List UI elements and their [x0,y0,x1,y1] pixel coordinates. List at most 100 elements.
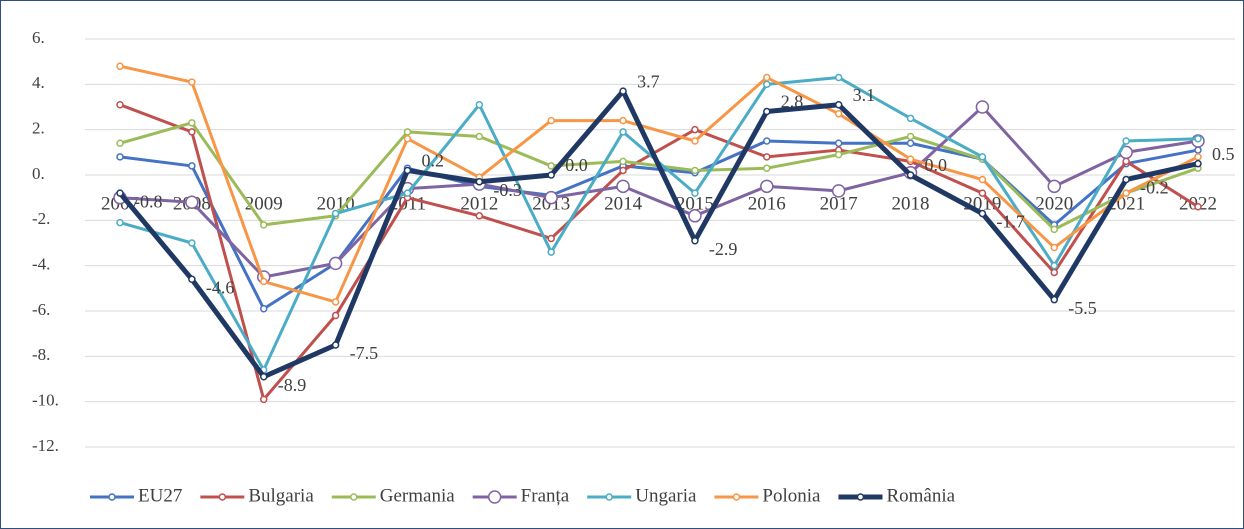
point-marker [906,139,915,148]
point-marker [1122,189,1130,197]
point-marker [906,171,915,179]
point-marker [1194,134,1202,143]
legend-marker [108,493,116,501]
point-marker [978,153,987,161]
data-label: -4.6 [206,277,235,297]
x-tick-label: 2017 [820,193,858,214]
point-marker [834,139,843,148]
point-marker [978,189,987,197]
point-marker [763,164,771,172]
point-marker [1194,153,1202,161]
x-tick-label: 2016 [748,193,786,214]
series-line [119,64,1199,304]
data-label: -1.7 [996,212,1025,232]
point-marker [691,236,699,245]
point-marker [1194,202,1202,211]
point-marker [1050,243,1059,252]
legend-marker [856,493,865,501]
point-marker [831,184,846,198]
point-marker [331,209,340,218]
point-marker [619,166,627,175]
data-label: -0.8 [134,191,163,211]
y-tick-label: -6. [32,300,50,319]
point-marker [328,256,343,271]
point-marker [547,116,555,125]
point-marker [259,221,268,229]
point-marker [331,311,340,320]
point-marker [763,153,771,161]
point-marker [475,178,484,186]
legend-marker [218,493,227,501]
point-marker [116,139,124,148]
point-marker [763,80,771,89]
data-label: 0.0 [925,155,948,175]
point-marker [116,189,124,197]
point-marker [834,110,843,118]
point-marker [1047,179,1062,194]
point-marker [619,128,627,136]
point-marker [834,150,843,159]
series-line [119,105,1199,279]
point-marker [116,153,124,161]
legend-marker [487,490,502,504]
series-line [119,103,1199,401]
point-marker [691,166,699,175]
point-marker [403,128,412,136]
legend-marker [732,493,741,501]
point-marker [760,179,774,194]
data-label: -2.9 [709,239,738,259]
point-marker [259,277,268,286]
legend-label: EU27 [138,485,182,506]
point-marker [475,212,484,220]
data-label: 3.7 [637,71,660,91]
point-marker [906,155,915,163]
point-marker [116,218,124,227]
point-marker [978,175,987,184]
point-marker [547,248,555,256]
point-marker [188,275,196,284]
point-marker [188,78,196,86]
data-label: -5.5 [1068,298,1097,318]
legend-label: Franța [521,485,570,506]
point-marker [619,116,627,125]
point-marker [1122,157,1130,166]
legend-label: România [886,485,955,506]
point-marker [616,179,630,194]
point-marker [1122,137,1130,145]
point-marker [619,157,627,166]
point-marker [403,166,412,175]
legend-marker [605,493,613,501]
point-marker [691,125,699,134]
point-marker [188,239,196,247]
x-tick-label: 2010 [317,193,355,214]
point-marker [763,73,771,82]
data-label: 3.1 [853,85,876,105]
point-marker [691,137,699,145]
point-marker [403,134,412,143]
point-marker [475,100,484,109]
point-marker [1050,295,1059,304]
x-tick-label: 2012 [460,193,498,214]
point-marker [403,189,412,197]
x-tick-label: 2014 [604,193,643,214]
point-marker [763,107,771,116]
y-tick-label: 0. [32,164,45,183]
legend-marker [350,493,358,501]
data-label: 0.0 [565,155,588,175]
point-marker [1050,261,1059,270]
y-tick-label: -12. [32,436,59,455]
legend-label: Polonia [762,485,821,506]
data-label: -8.9 [278,375,307,395]
point-marker [547,171,555,179]
point-marker [691,189,699,197]
point-marker [1194,146,1202,154]
point-marker [259,304,268,313]
point-marker [1122,175,1130,184]
y-tick-label: -4. [32,255,50,274]
data-label: 0.5 [1212,144,1235,164]
point-marker [1050,268,1059,277]
point-marker [906,114,915,123]
data-label: -7.5 [350,343,379,363]
point-marker [185,195,199,209]
